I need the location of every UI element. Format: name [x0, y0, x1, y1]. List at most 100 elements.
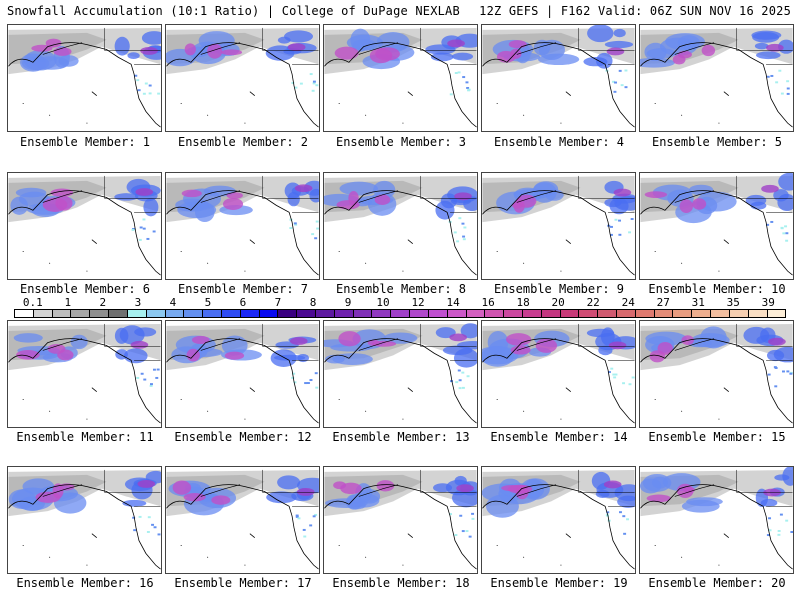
colorbar-cell [541, 310, 561, 317]
ensemble-member-map [7, 320, 162, 428]
colorbar-label: 24 [621, 296, 635, 309]
colorbar-cell [52, 310, 72, 317]
colorbar-cell [560, 310, 580, 317]
ensemble-member-map [639, 24, 794, 132]
colorbar-cell [748, 310, 768, 317]
ensemble-member-map [639, 466, 794, 574]
ensemble-member-map [7, 466, 162, 574]
colorbar-cell [297, 310, 316, 317]
colorbar-cell [372, 310, 392, 317]
colorbar-label: 22 [586, 296, 600, 309]
colorbar-cell [654, 310, 674, 317]
ensemble-member-map [323, 172, 478, 280]
colorbar-cell [240, 310, 260, 317]
ensemble-member-map [481, 466, 636, 574]
ensemble-member-map [323, 24, 478, 132]
colorbar-label: 31 [691, 296, 705, 309]
colorbar-cell [203, 310, 222, 317]
ensemble-member-label: Ensemble Member: 15 [648, 430, 786, 444]
title-left: Snowfall Accumulation (10:1 Ratio) | Col… [7, 4, 460, 18]
colorbar-cell [447, 310, 467, 317]
colorbar-cell [127, 310, 147, 317]
ensemble-member-map [7, 24, 162, 132]
colorbar-cell [33, 310, 53, 317]
ensemble-member-map [639, 172, 794, 280]
ensemble-member-map [7, 172, 162, 280]
ensemble-member-label: Ensemble Member: 9 [493, 282, 625, 296]
colorbar-label: 6 [239, 296, 247, 309]
ensemble-member-map [165, 320, 320, 428]
ensemble-member-label: Ensemble Member: 17 [174, 576, 312, 590]
colorbar-label: 3 [134, 296, 142, 309]
colorbar-cell [504, 310, 523, 317]
ensemble-member-label: Ensemble Member: 18 [332, 576, 470, 590]
colorbar-label: 7 [274, 296, 282, 309]
colorbar-label: 39 [761, 296, 775, 309]
colorbar-cell [410, 310, 429, 317]
colorbar-cell [221, 310, 241, 317]
ensemble-member-label: Ensemble Member: 1 [19, 135, 151, 149]
colorbar-cell [617, 310, 636, 317]
colorbar-label: 2 [99, 296, 107, 309]
ensemble-member-label: Ensemble Member: 4 [493, 135, 625, 149]
colorbar-cell [184, 310, 204, 317]
colorbar-label: 12 [411, 296, 425, 309]
colorbar-cell [165, 310, 185, 317]
colorbar-cell [278, 310, 298, 317]
ensemble-member-label: Ensemble Member: 5 [651, 135, 783, 149]
ensemble-member-label: Ensemble Member: 10 [648, 282, 786, 296]
colorbar-label: 10 [376, 296, 390, 309]
ensemble-member-label: Ensemble Member: 3 [335, 135, 467, 149]
ensemble-member-label: Ensemble Member: 14 [490, 430, 628, 444]
colorbar-cell [692, 310, 712, 317]
ensemble-member-map [481, 320, 636, 428]
colorbar [14, 309, 786, 318]
colorbar-cell [729, 310, 749, 317]
ensemble-member-map [481, 24, 636, 132]
ensemble-member-map [165, 466, 320, 574]
ensemble-member-map [323, 320, 478, 428]
ensemble-member-map [481, 172, 636, 280]
colorbar-label: 14 [446, 296, 460, 309]
colorbar-cell [90, 310, 110, 317]
colorbar-cell [109, 310, 128, 317]
colorbar-label: 16 [481, 296, 495, 309]
ensemble-member-map [165, 24, 320, 132]
ensemble-member-label: Ensemble Member: 13 [332, 430, 470, 444]
colorbar-cell [428, 310, 448, 317]
ensemble-member-label: Ensemble Member: 19 [490, 576, 628, 590]
ensemble-member-map [323, 466, 478, 574]
ensemble-member-label: Ensemble Member: 7 [177, 282, 309, 296]
colorbar-cell [466, 310, 486, 317]
colorbar-cell [673, 310, 693, 317]
ensemble-member-label: Ensemble Member: 8 [335, 282, 467, 296]
colorbar-cell [71, 310, 91, 317]
colorbar-cell [391, 310, 411, 317]
title-right: 12Z GEFS | F162 Valid: 06Z SUN NOV 16 20… [479, 4, 791, 18]
colorbar-cell [711, 310, 730, 317]
colorbar-cell [522, 310, 542, 317]
colorbar-cell [635, 310, 655, 317]
colorbar-cell [767, 310, 786, 317]
colorbar-label: 9 [344, 296, 352, 309]
colorbar-cell [334, 310, 354, 317]
colorbar-cell [598, 310, 617, 317]
colorbar-label: 8 [309, 296, 317, 309]
colorbar-label: 20 [551, 296, 565, 309]
ensemble-member-label: Ensemble Member: 16 [16, 576, 154, 590]
ensemble-member-label: Ensemble Member: 11 [16, 430, 154, 444]
colorbar-label: 18 [516, 296, 530, 309]
ensemble-member-label: Ensemble Member: 12 [174, 430, 312, 444]
colorbar-cell [579, 310, 599, 317]
colorbar-cell [15, 310, 34, 317]
colorbar-cell [316, 310, 335, 317]
colorbar-cell [353, 310, 373, 317]
ensemble-member-label: Ensemble Member: 2 [177, 135, 309, 149]
colorbar-cell [485, 310, 505, 317]
colorbar-label: 5 [204, 296, 212, 309]
colorbar-label: 0.1 [22, 296, 43, 309]
colorbar-label: 35 [726, 296, 740, 309]
ensemble-member-label: Ensemble Member: 6 [19, 282, 151, 296]
colorbar-cell [146, 310, 166, 317]
colorbar-cell [259, 310, 279, 317]
